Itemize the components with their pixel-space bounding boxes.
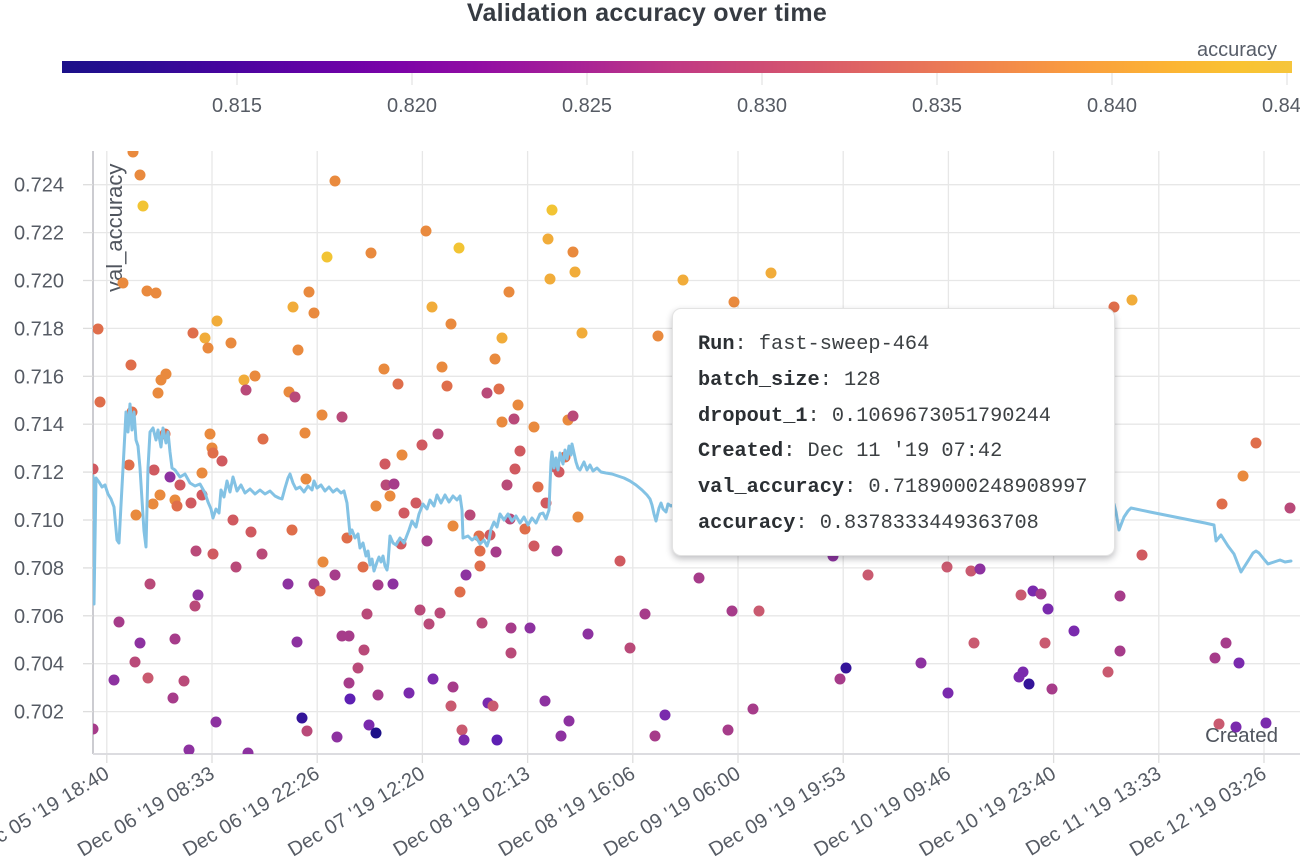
- svg-text:0.845: 0.845: [1262, 95, 1300, 117]
- svg-text:0.714: 0.714: [14, 414, 64, 436]
- svg-text:0.718: 0.718: [14, 318, 64, 340]
- svg-text:0.716: 0.716: [14, 366, 64, 388]
- svg-text:0.840: 0.840: [1087, 95, 1137, 117]
- svg-text:0.706: 0.706: [14, 606, 64, 628]
- svg-text:0.702: 0.702: [14, 702, 64, 724]
- svg-text:0.835: 0.835: [912, 95, 962, 117]
- svg-text:0.722: 0.722: [14, 223, 64, 245]
- svg-text:val_accuracy: val_accuracy: [102, 164, 127, 292]
- svg-text:0.815: 0.815: [212, 95, 262, 117]
- svg-text:0.820: 0.820: [387, 95, 437, 117]
- svg-text:accuracy: accuracy: [1197, 39, 1277, 61]
- svg-text:0.825: 0.825: [562, 95, 612, 117]
- svg-text:0.712: 0.712: [14, 462, 64, 484]
- svg-text:0.724: 0.724: [14, 175, 64, 197]
- svg-text:0.830: 0.830: [737, 95, 787, 117]
- svg-text:0.710: 0.710: [14, 510, 64, 532]
- svg-text:0.704: 0.704: [14, 654, 64, 676]
- svg-text:Created: Created: [1205, 724, 1278, 747]
- svg-text:0.708: 0.708: [14, 558, 64, 580]
- svg-text:0.720: 0.720: [14, 271, 64, 293]
